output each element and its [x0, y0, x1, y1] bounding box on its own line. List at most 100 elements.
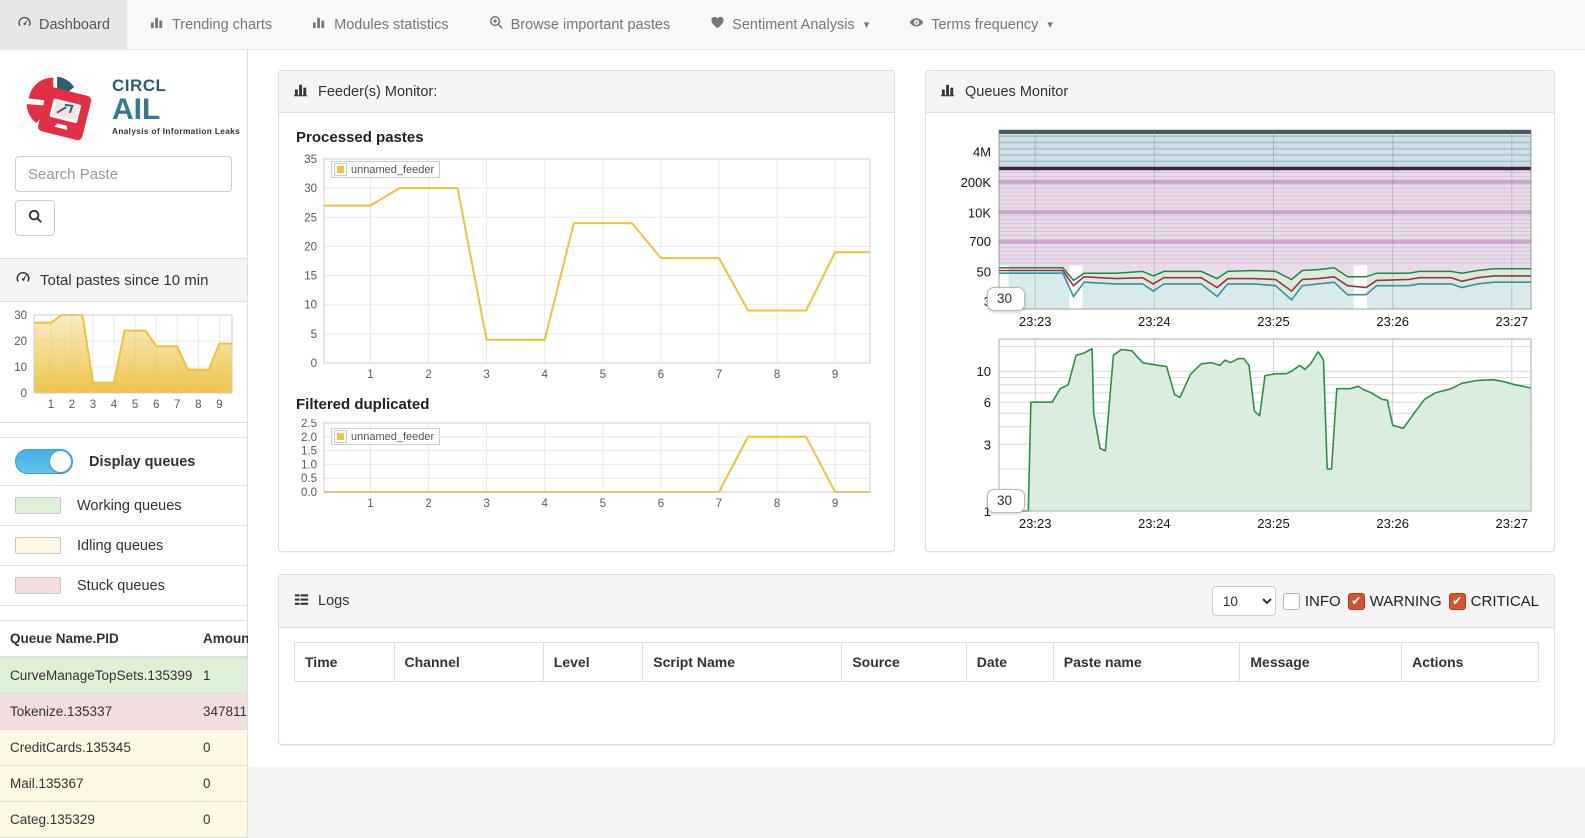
- total-pastes-title: Total pastes since 10 min: [40, 271, 209, 289]
- svg-text:0: 0: [311, 358, 317, 370]
- logo-tagline: Analysis of Information Leaks: [112, 127, 241, 136]
- svg-text:1: 1: [367, 498, 373, 510]
- total-pastes-panel: Total pastes since 10 min 0 10 20 30 1 2 3 4 5 6 7…: [0, 258, 247, 423]
- svg-text:23:26: 23:26: [1376, 516, 1409, 531]
- nav-item-trending-charts[interactable]: Trending charts: [133, 0, 289, 49]
- queue-amount: 0: [193, 801, 247, 838]
- logs-header: Message: [1239, 642, 1403, 682]
- chart-cursor-badge: 30: [987, 287, 1026, 311]
- tachometer-icon: [15, 270, 31, 290]
- svg-text:3: 3: [483, 498, 489, 510]
- logs-header: Source: [841, 642, 967, 682]
- svg-text:4: 4: [541, 369, 548, 381]
- svg-text:200K: 200K: [961, 175, 992, 190]
- svg-text:25: 25: [304, 212, 317, 224]
- svg-text:23:25: 23:25: [1257, 314, 1290, 329]
- svg-text:9: 9: [832, 369, 838, 381]
- svg-text:0: 0: [21, 388, 27, 400]
- nav-item-terms-frequency[interactable]: Terms frequency ▾: [892, 0, 1070, 49]
- svg-text:1.5: 1.5: [301, 446, 317, 458]
- queue-amount: 1: [193, 657, 247, 694]
- bar-chart-icon: [294, 82, 309, 101]
- toggle-knob: [50, 451, 71, 472]
- display-queues-toggle[interactable]: [15, 449, 73, 474]
- svg-text:15: 15: [304, 271, 317, 283]
- nav-item-label: Terms frequency: [931, 16, 1039, 33]
- logo-brand-text: CIRCL: [112, 76, 167, 95]
- filter-critical[interactable]: ✔ CRITICAL: [1448, 592, 1539, 610]
- main-content: Feeder(s) Monitor: Processed pastes 0 5 10…: [248, 50, 1585, 767]
- queues-monitor-title: Queues Monitor: [965, 83, 1069, 100]
- svg-text:23:23: 23:23: [1019, 516, 1052, 531]
- heart-icon: [710, 15, 725, 34]
- filter-warning[interactable]: ✔ WARNING: [1347, 592, 1442, 610]
- logs-header: Level: [542, 642, 644, 682]
- logs-empty-area: [294, 682, 1539, 728]
- queues-processed-chart: 1 3 6 10 23:23 23:24 23:25 23:26 23:27 30: [941, 333, 1539, 535]
- svg-text:8: 8: [195, 399, 201, 411]
- queues-monitor-panel: Queues Monitor 4M 200K 10K 700 50 3 23:23 23:24…: [925, 70, 1555, 552]
- svg-text:2.5: 2.5: [301, 419, 317, 430]
- top-navbar: Dashboard Trending charts Modules statis…: [0, 0, 1585, 50]
- svg-text:6: 6: [984, 395, 991, 410]
- svg-text:4: 4: [111, 399, 118, 411]
- filter-label: INFO: [1304, 592, 1341, 610]
- logs-header: Date: [965, 642, 1054, 682]
- svg-text:700: 700: [969, 234, 991, 249]
- svg-text:23:27: 23:27: [1496, 314, 1529, 329]
- nav-item-sentiment-analysis[interactable]: Sentiment Analysis ▾: [693, 0, 886, 49]
- processed-pastes-title: Processed pastes: [296, 129, 424, 146]
- svg-text:9: 9: [832, 498, 838, 510]
- queue-table-header-name: Queue Name.PID: [0, 620, 193, 658]
- legend-item-working: Working queues: [0, 486, 247, 526]
- svg-text:50: 50: [977, 264, 991, 279]
- logs-header: Script Name: [642, 642, 843, 682]
- nav-item-dashboard[interactable]: Dashboard: [0, 0, 127, 49]
- critical-checkbox[interactable]: ✔: [1448, 592, 1466, 610]
- nav-item-modules-statistics[interactable]: Modules statistics: [295, 0, 465, 49]
- search-button[interactable]: [15, 200, 55, 236]
- svg-text:0.5: 0.5: [301, 473, 317, 485]
- svg-text:5: 5: [600, 369, 606, 381]
- queue-name: Categ.135329: [0, 801, 193, 838]
- table-row: Categ.135329 0: [0, 801, 247, 838]
- legend-item-stuck: Stuck queues: [0, 566, 247, 606]
- svg-text:1: 1: [48, 399, 54, 411]
- bar-chart-icon: [941, 82, 956, 101]
- svg-text:2: 2: [69, 399, 75, 411]
- queue-amount: 0: [193, 765, 247, 802]
- working-queues-swatch: [15, 497, 61, 514]
- bar-chart-icon: [312, 15, 327, 34]
- warning-checkbox[interactable]: ✔: [1347, 592, 1365, 610]
- queue-status-table: Queue Name.PID Amount CurveManageTopSets…: [0, 620, 254, 838]
- svg-text:30: 30: [304, 183, 317, 195]
- queue-amount: 3478111: [193, 693, 247, 730]
- logs-page-size-select[interactable]: 10: [1211, 586, 1276, 616]
- svg-text:35: 35: [304, 154, 317, 166]
- svg-text:20: 20: [304, 241, 317, 253]
- display-queues-row: Display queues: [0, 438, 247, 486]
- search-paste-input[interactable]: [15, 156, 232, 192]
- chevron-down-icon: ▾: [1047, 19, 1053, 31]
- chart-cursor-badge: 30: [987, 489, 1026, 513]
- nav-item-browse-important-pastes[interactable]: Browse important pastes: [472, 0, 688, 49]
- svg-text:10: 10: [977, 364, 991, 379]
- legend-item-idling: Idling queues: [0, 526, 247, 566]
- table-row: CreditCards.135345 0: [0, 729, 247, 766]
- svg-text:7: 7: [716, 369, 722, 381]
- svg-text:2: 2: [425, 369, 431, 381]
- logs-panel: Logs 10 INFO ✔ WARNING ✔: [278, 574, 1555, 745]
- filter-info[interactable]: INFO: [1282, 592, 1341, 610]
- search-icon: [28, 209, 43, 227]
- display-queues-label: Display queues: [89, 453, 196, 470]
- ail-logo-art: [26, 76, 92, 141]
- svg-text:8: 8: [774, 498, 780, 510]
- svg-text:30: 30: [14, 310, 27, 322]
- legend-label: Idling queues: [77, 537, 164, 554]
- logs-table: Time Channel Level Script Name Source Da…: [294, 642, 1539, 682]
- svg-text:4: 4: [541, 498, 548, 510]
- svg-text:3: 3: [90, 399, 96, 411]
- svg-text:9: 9: [216, 399, 222, 411]
- info-checkbox[interactable]: [1282, 592, 1300, 610]
- bar-chart-icon: [150, 15, 165, 34]
